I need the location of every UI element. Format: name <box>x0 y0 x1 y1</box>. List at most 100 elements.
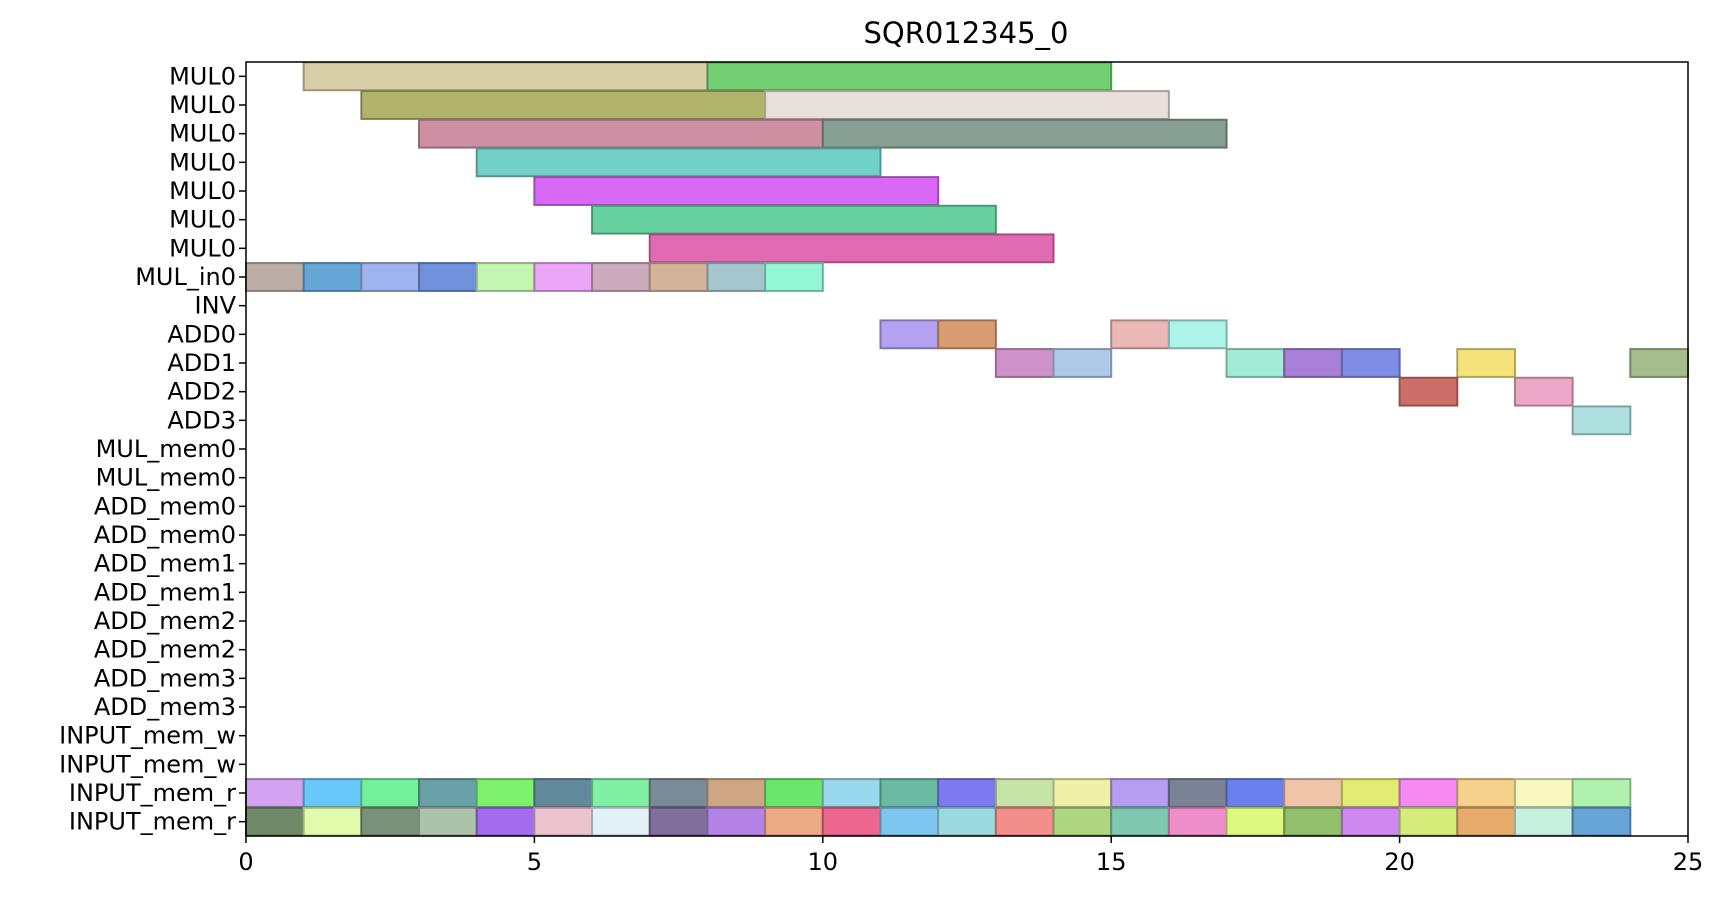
plot-frame <box>245 61 1689 837</box>
task-bar-28 <box>1340 348 1401 378</box>
y-tick-label: ADD_mem1 <box>94 578 236 606</box>
y-tick-label: ADD_mem0 <box>94 492 236 520</box>
task-bar-35 <box>302 778 363 808</box>
task-bar-51 <box>1225 778 1286 808</box>
y-tick-label: ADD1 <box>167 349 236 377</box>
task-bars <box>245 61 1689 837</box>
task-bar-52 <box>1283 778 1343 808</box>
task-bar-63 <box>533 806 594 837</box>
y-tick-label: MUL0 <box>169 206 236 234</box>
task-bar-24 <box>994 348 1055 378</box>
x-tick-label: 20 <box>1384 848 1415 876</box>
x-tick-label: 15 <box>1096 848 1127 876</box>
y-tick-label: ADD3 <box>167 406 236 434</box>
task-bar-30 <box>1629 348 1689 378</box>
y-tick-label: ADD_mem3 <box>94 664 236 692</box>
y-axis: MUL0MUL0MUL0MUL0MUL0MUL0MUL0MUL_in0INVAD… <box>59 62 246 836</box>
task-bar-23 <box>1167 319 1228 350</box>
x-tick-label: 0 <box>238 848 253 876</box>
task-bar-77 <box>1340 806 1401 837</box>
y-tick-label: INV <box>195 292 237 320</box>
task-bar-68 <box>821 806 882 837</box>
task-bar-69 <box>879 806 940 837</box>
task-bar-38 <box>475 778 536 808</box>
task-bar-4 <box>418 118 824 149</box>
task-bar-43 <box>764 778 824 808</box>
y-tick-label: MUL0 <box>169 62 236 90</box>
task-bar-6 <box>475 147 882 178</box>
task-bar-45 <box>879 778 940 808</box>
task-bar-54 <box>1398 778 1459 808</box>
y-tick-label: ADD_mem0 <box>94 521 236 549</box>
task-bar-61 <box>418 806 478 837</box>
y-tick-label: ADD_mem2 <box>94 636 236 664</box>
task-bar-22 <box>1110 319 1170 350</box>
task-bar-13 <box>418 262 478 292</box>
task-bar-7 <box>533 176 940 206</box>
y-tick-label: INPUT_mem_w <box>59 722 236 750</box>
task-bar-64 <box>591 806 651 837</box>
task-bar-29 <box>1456 348 1516 378</box>
task-bar-27 <box>1283 348 1343 378</box>
task-bar-19 <box>764 262 824 292</box>
task-bar-66 <box>706 806 767 837</box>
task-bar-2 <box>360 90 767 120</box>
task-bar-80 <box>1513 806 1574 837</box>
task-bar-73 <box>1110 806 1170 837</box>
y-tick-label: MUL0 <box>169 91 236 119</box>
task-bar-67 <box>764 806 824 837</box>
task-bar-8 <box>591 204 997 235</box>
task-bar-0 <box>302 61 709 92</box>
task-bar-53 <box>1340 778 1401 808</box>
task-bar-74 <box>1167 806 1228 837</box>
task-bar-5 <box>821 118 1228 149</box>
x-tick-label: 5 <box>527 848 542 876</box>
task-bar-71 <box>994 806 1055 837</box>
task-bar-55 <box>1456 778 1516 808</box>
task-bar-11 <box>302 262 363 292</box>
task-bar-36 <box>360 778 421 808</box>
task-bar-1 <box>706 61 1113 92</box>
task-bar-56 <box>1513 778 1574 808</box>
y-tick-label: MUL0 <box>169 120 236 148</box>
task-bar-49 <box>1110 778 1170 808</box>
task-bar-37 <box>418 778 478 808</box>
task-bar-10 <box>245 262 305 292</box>
y-tick-label: MUL0 <box>169 234 236 262</box>
y-tick-label: MUL_mem0 <box>96 435 236 463</box>
x-axis: 0 5 10 15 20 25 <box>238 836 1703 876</box>
task-bar-26 <box>1225 348 1286 378</box>
y-tick-label: INPUT_mem_r <box>69 779 236 807</box>
task-bar-59 <box>302 806 363 837</box>
y-tick-label: ADD_mem2 <box>94 607 236 635</box>
x-tick-label: 25 <box>1673 848 1704 876</box>
task-bar-32 <box>1513 376 1574 407</box>
task-bar-75 <box>1225 806 1286 837</box>
task-bar-44 <box>821 778 882 808</box>
task-bar-9 <box>648 233 1055 264</box>
task-bar-33 <box>1571 405 1632 436</box>
task-bar-18 <box>706 262 767 292</box>
task-bar-79 <box>1456 806 1516 837</box>
task-bar-16 <box>591 262 651 292</box>
task-bar-78 <box>1398 806 1459 837</box>
y-tick-label: MUL0 <box>169 177 236 205</box>
task-bar-60 <box>360 806 421 837</box>
task-bar-70 <box>937 806 997 837</box>
task-bar-15 <box>533 262 594 292</box>
task-bar-47 <box>994 778 1055 808</box>
task-bar-42 <box>706 778 767 808</box>
task-bar-41 <box>648 778 709 808</box>
task-bar-40 <box>591 778 651 808</box>
task-bar-14 <box>475 262 536 292</box>
task-bar-48 <box>1052 778 1113 808</box>
y-tick-label: ADD2 <box>167 378 236 406</box>
task-bar-58 <box>245 806 305 837</box>
task-bar-57 <box>1571 778 1632 808</box>
y-tick-label: INPUT_mem_r <box>69 808 236 836</box>
task-bar-76 <box>1283 806 1343 837</box>
task-bar-81 <box>1571 806 1632 837</box>
y-tick-label: MUL_in0 <box>135 263 236 291</box>
task-bar-21 <box>937 319 997 350</box>
